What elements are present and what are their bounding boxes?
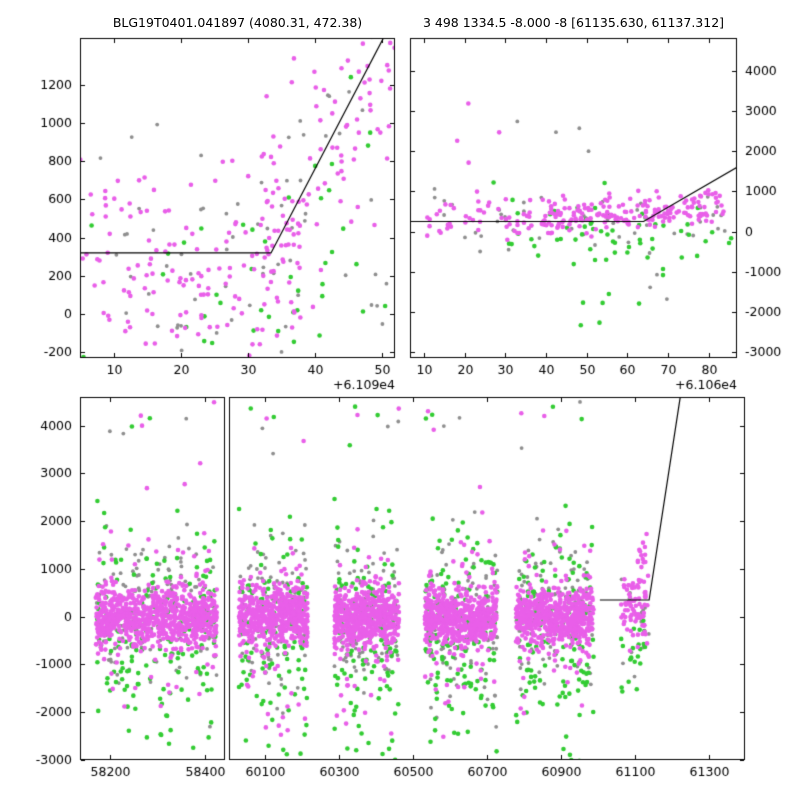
top-left-panel-title: BLG19T0401.041897 (4080.31, 472.38) — [112, 15, 363, 30]
top-right-panel-title: 3 498 1334.5 -8.000 -8 [61135.630, 61137… — [422, 15, 725, 30]
